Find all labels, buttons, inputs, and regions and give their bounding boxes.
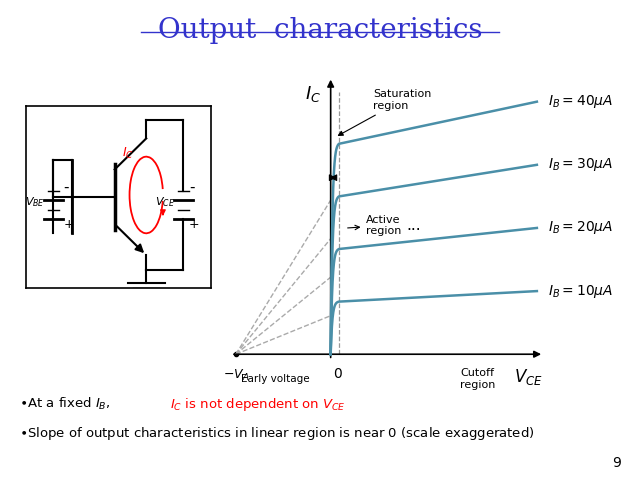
Text: $I_B = 30\mu A$: $I_B = 30\mu A$ (548, 156, 612, 173)
Text: $V_{CE}$: $V_{CE}$ (155, 195, 175, 209)
Text: $V_{BE}$: $V_{BE}$ (25, 195, 45, 209)
Text: Saturation
region: Saturation region (339, 89, 432, 135)
Text: $\bullet$At a fixed $I_B$,: $\bullet$At a fixed $I_B$, (19, 396, 112, 412)
Text: Active
region: Active region (348, 215, 401, 237)
Text: $-V_A$: $-V_A$ (223, 368, 249, 384)
Text: $I_C$: $I_C$ (122, 145, 134, 161)
Text: -: - (63, 180, 69, 195)
Text: $V_{CE}$: $V_{CE}$ (514, 367, 543, 387)
Text: $I_C$: $I_C$ (305, 84, 321, 104)
Text: ...: ... (406, 218, 421, 233)
Text: $I_B = 10\mu A$: $I_B = 10\mu A$ (548, 283, 612, 300)
Text: $\bullet$Slope of output characteristics in linear region is near 0 (scale exagg: $\bullet$Slope of output characteristics… (19, 425, 535, 442)
Text: $I_C$ is not dependent on $V_{CE}$: $I_C$ is not dependent on $V_{CE}$ (170, 396, 345, 413)
Text: +: + (63, 217, 74, 231)
Text: Early voltage: Early voltage (241, 374, 309, 384)
Text: $I_B = 20\mu A$: $I_B = 20\mu A$ (548, 219, 612, 237)
Text: Output  characteristics: Output characteristics (157, 17, 483, 44)
Text: +: + (189, 217, 200, 231)
Text: -: - (189, 180, 195, 195)
Text: $I_B = 40\mu A$: $I_B = 40\mu A$ (548, 93, 612, 110)
Text: 9: 9 (612, 456, 621, 470)
Text: 0: 0 (333, 367, 342, 381)
Text: Cutoff
region: Cutoff region (460, 368, 495, 390)
